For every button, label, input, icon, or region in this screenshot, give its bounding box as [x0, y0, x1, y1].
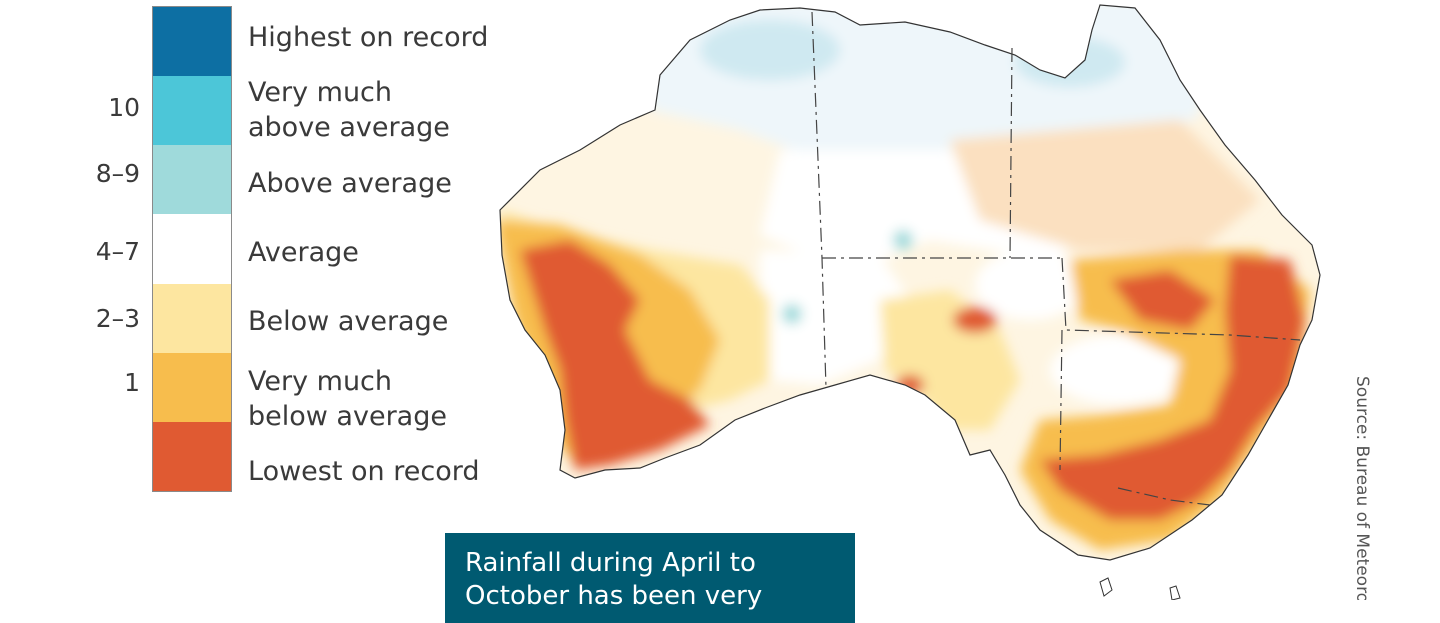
legend-swatch-above — [153, 145, 231, 214]
legend-label: Lowest on record — [248, 456, 480, 487]
legend-number: 2–3 — [95, 304, 140, 333]
island-outline — [1169, 585, 1181, 600]
legend-swatch-highest — [153, 7, 231, 76]
legend-swatch-very-much-above — [153, 76, 231, 145]
legend-label: Below average — [248, 306, 449, 337]
legend-number: 8–9 — [95, 159, 140, 188]
legend-number: 1 — [124, 368, 140, 397]
rainfall-shading — [500, 5, 1320, 560]
legend-swatch-average — [153, 214, 231, 284]
australia-rainfall-map — [499, 4, 1321, 600]
legend-number: 10 — [108, 93, 140, 122]
tasmania-outline — [1099, 577, 1113, 597]
legend-label: Above average — [248, 168, 452, 199]
callout-box: Rainfall during April to October has bee… — [445, 533, 855, 623]
coastline — [499, 4, 1321, 561]
legend-number: 4–7 — [95, 237, 140, 266]
legend-swatch-very-much-below — [153, 353, 231, 422]
callout-text: Rainfall during April to October has bee… — [465, 548, 763, 611]
legend-label: Highest on record — [248, 22, 489, 53]
state-borders — [811, 11, 1301, 506]
legend-color-bar — [152, 6, 232, 492]
legend-swatch-below — [153, 284, 231, 353]
legend-label: Very much below average — [248, 366, 447, 432]
legend-label: Very much above average — [248, 77, 450, 143]
legend-label: Average — [248, 237, 359, 268]
legend-swatch-lowest — [153, 422, 231, 491]
source-credit: Source: Bureau of Meteorology — [1352, 376, 1372, 600]
